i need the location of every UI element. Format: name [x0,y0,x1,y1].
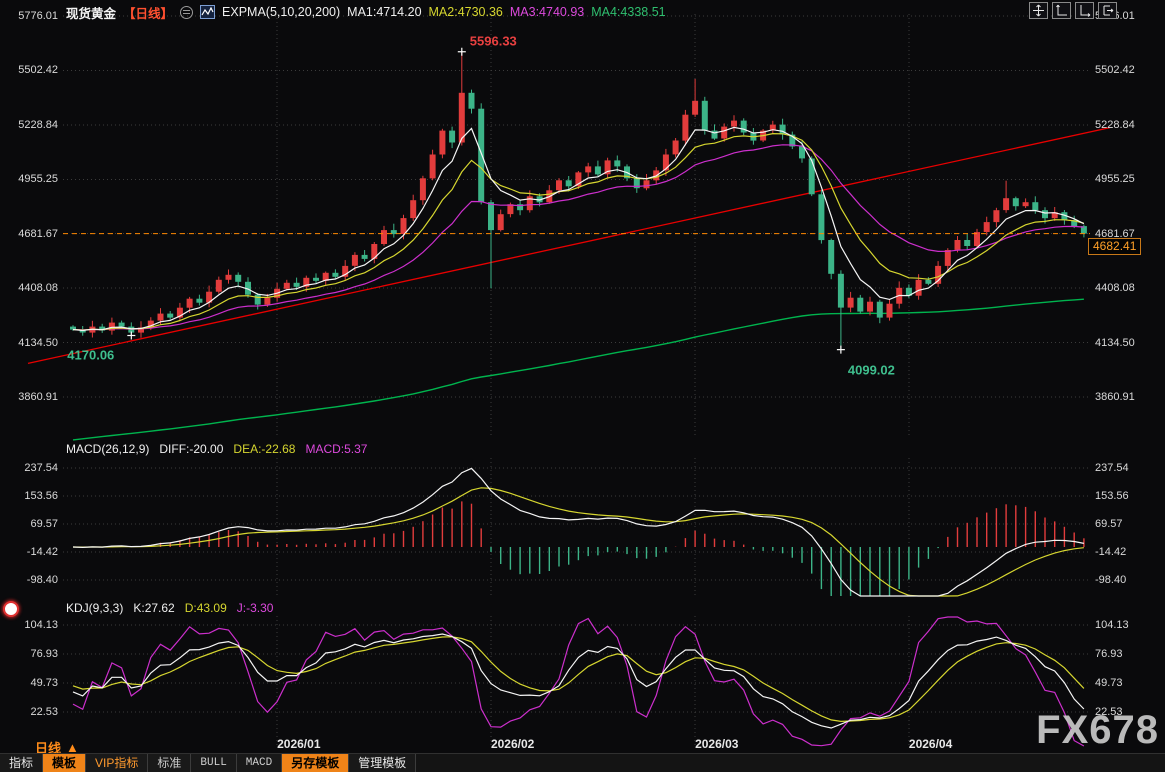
chart-header: 现货黄金 【日线】 EXPMA(5,10,20,200) MA1:4714.20… [66,4,666,21]
kdj-header: KDJ(9,3,3) K:27.62 D:43.09 J:-3.30 [66,601,273,615]
template-tab-bar: 指标 模板 VIP指标 标准 BULL MACD 另存模板 管理模板 [0,753,1165,772]
alert-dot-icon[interactable] [3,601,19,617]
axis-tick: 22.53 [30,705,58,718]
tab-模板[interactable]: 模板 [43,754,87,772]
axis-tick: 69.57 [1095,517,1123,530]
axis-tick: -98.40 [1095,573,1127,586]
price-annotation: 5596.33 [470,34,517,49]
current-price-tag: 4682.41 [1088,238,1142,255]
axis-tick: 4134.50 [18,336,58,349]
tab-MACD[interactable]: MACD [236,754,283,772]
axis-tick: 22.53 [1095,705,1123,718]
axis-tick: 4408.08 [18,282,58,295]
price-annotation: 4099.02 [848,363,895,378]
axis-tick: 5228.84 [18,118,58,131]
axis-tick: 5502.42 [18,64,58,77]
axis-tick: -14.42 [1095,545,1127,558]
axis-tick: 3860.91 [1095,391,1135,403]
chevron-up-icon: ▲ [66,740,79,755]
axis-tick: 4955.25 [1095,173,1135,186]
ma3-value: MA3:4740.93 [509,5,585,19]
axis-tick: 153.56 [1095,489,1129,502]
macd-diff-value: DIFF:-20.00 [159,442,224,456]
axis-tick: 49.73 [30,676,58,689]
x-axis-month-label: 2026/03 [695,737,739,751]
ma1-value: MA1:4714.20 [347,5,422,19]
axis-tick: -98.40 [26,573,58,586]
ma4-value: MA4:4338.51 [591,5,666,19]
axis-tick: 5228.84 [1095,118,1135,131]
scale-y-axis-icon[interactable] [1052,2,1071,19]
kdj-label: KDJ(9,3,3) [66,601,124,615]
tab-VIP指标[interactable]: VIP指标 [86,754,149,772]
axis-tick: 5776.01 [18,10,58,22]
instrument-settings-icon[interactable] [180,5,194,19]
x-axis-month-label: 2026/04 [908,737,953,751]
tab-另存模板[interactable]: 另存模板 [282,754,350,772]
kdj-d-value: D:43.09 [184,601,227,615]
indicator-label: EXPMA(5,10,20,200) [222,5,341,19]
tab-标准[interactable]: 标准 [148,754,192,772]
axis-tick: 49.73 [1095,676,1123,689]
tab-BULL[interactable]: BULL [191,754,237,772]
tab-管理模板[interactable]: 管理模板 [349,754,417,772]
macd-header: MACD(26,12,9) DIFF:-20.00 DEA:-22.68 MAC… [66,442,367,456]
tab-指标[interactable]: 指标 [0,754,44,772]
fx678-watermark: FX678 [1036,708,1159,752]
axis-tick: -14.42 [26,545,58,558]
x-axis-month-label: 2026/02 [490,737,535,751]
axis-tick: 237.54 [1095,461,1129,474]
period-tag: 【日线】 [123,6,174,21]
axis-tick: 3860.91 [18,391,58,403]
axis-tick: 76.93 [1095,647,1123,660]
axis-tick: 69.57 [30,517,58,530]
axis-tick: 237.54 [24,461,58,474]
period-selector[interactable]: 日线 ▲ [35,738,79,757]
chart-style-icon[interactable] [200,5,216,19]
x-axis-month-label: 2026/01 [277,737,321,751]
axis-tick: 153.56 [24,489,58,502]
pan-right-icon[interactable] [1098,2,1117,19]
kdj-j-value: J:-3.30 [236,601,274,615]
macd-dea-value: DEA:-22.68 [233,442,296,456]
axis-tick: 4681.67 [1095,227,1135,240]
axis-tick: 4955.25 [18,173,58,186]
crosshair-icon[interactable] [1029,2,1048,19]
axis-tick: 104.13 [24,619,58,631]
chart-toolbar [1029,2,1117,19]
axis-tick: 5502.42 [1095,64,1135,77]
price-annotation: 4170.06 [67,348,114,363]
ma2-value: MA2:4730.36 [428,5,503,19]
symbol-name: 现货黄金 [66,6,117,21]
macd-macd-value: MACD:5.37 [305,442,368,456]
macd-label: MACD(26,12,9) [66,442,150,456]
period-selector-label: 日线 [35,741,62,756]
axis-tick: 4681.67 [18,227,58,240]
scale-x-axis-icon[interactable] [1075,2,1094,19]
axis-tick: 4134.50 [1095,336,1135,349]
axis-tick: 4408.08 [1095,282,1135,295]
kdj-k-value: K:27.62 [133,601,175,615]
axis-tick: 76.93 [30,647,58,660]
axis-tick: 104.13 [1095,619,1129,631]
